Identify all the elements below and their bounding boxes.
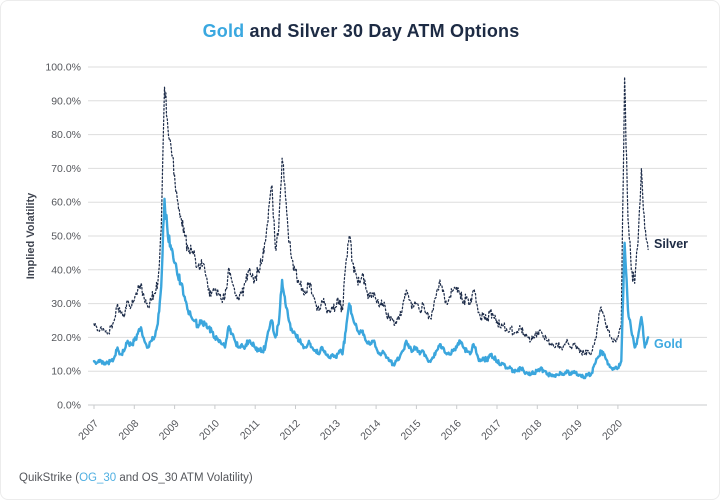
- x-tick-label: 2011: [238, 418, 263, 443]
- source-attribution: QuikStrike (OG_30 and OS_30 ATM Volatili…: [19, 472, 253, 484]
- chart-title: Gold and Silver 30 Day ATM Options: [1, 21, 719, 42]
- y-tick-label: 40.0%: [51, 264, 81, 276]
- x-tick-label: 2014: [358, 418, 383, 443]
- x-tick-label: 2010: [197, 418, 222, 443]
- x-tick-label: 2013: [318, 418, 343, 443]
- silver-series-label: Silver: [654, 237, 688, 251]
- chart-title-accent: Gold: [202, 21, 245, 41]
- gold-series-label: Gold: [654, 337, 682, 351]
- y-tick-label: 90.0%: [51, 95, 81, 107]
- y-tick-label: 100.0%: [45, 62, 81, 74]
- y-tick-label: 80.0%: [51, 129, 81, 141]
- x-tick-label: 2019: [560, 418, 585, 443]
- source-link[interactable]: OG_30: [79, 472, 117, 484]
- x-tick-label: 2009: [157, 418, 182, 443]
- y-tick-label: 60.0%: [51, 197, 81, 209]
- source-prefix: QuikStrike (: [19, 472, 80, 484]
- y-tick-label: 70.0%: [51, 163, 81, 175]
- y-axis-title: Implied Volatility: [25, 192, 37, 279]
- y-tick-label: 0.0%: [57, 400, 81, 412]
- y-tick-label: 30.0%: [51, 298, 81, 310]
- x-tick-label: 2018: [519, 418, 544, 443]
- y-tick-label: 20.0%: [51, 332, 81, 344]
- x-tick-label: 2008: [116, 418, 141, 443]
- source-suffix: and OS_30 ATM Volatility): [116, 472, 253, 484]
- x-tick-label: 2020: [600, 418, 625, 443]
- gold-series-line: [92, 197, 650, 380]
- chart-title-rest: and Silver 30 Day ATM Options: [244, 21, 520, 41]
- y-tick-label: 50.0%: [51, 231, 81, 243]
- y-tick-label: 10.0%: [51, 366, 81, 378]
- x-tick-label: 2016: [439, 418, 464, 443]
- x-tick-label: 2015: [399, 418, 424, 443]
- x-tick-label: 2017: [479, 418, 504, 443]
- x-tick-label: 2007: [76, 418, 101, 443]
- silver-series-line: [93, 76, 649, 357]
- x-tick-label: 2012: [278, 418, 303, 443]
